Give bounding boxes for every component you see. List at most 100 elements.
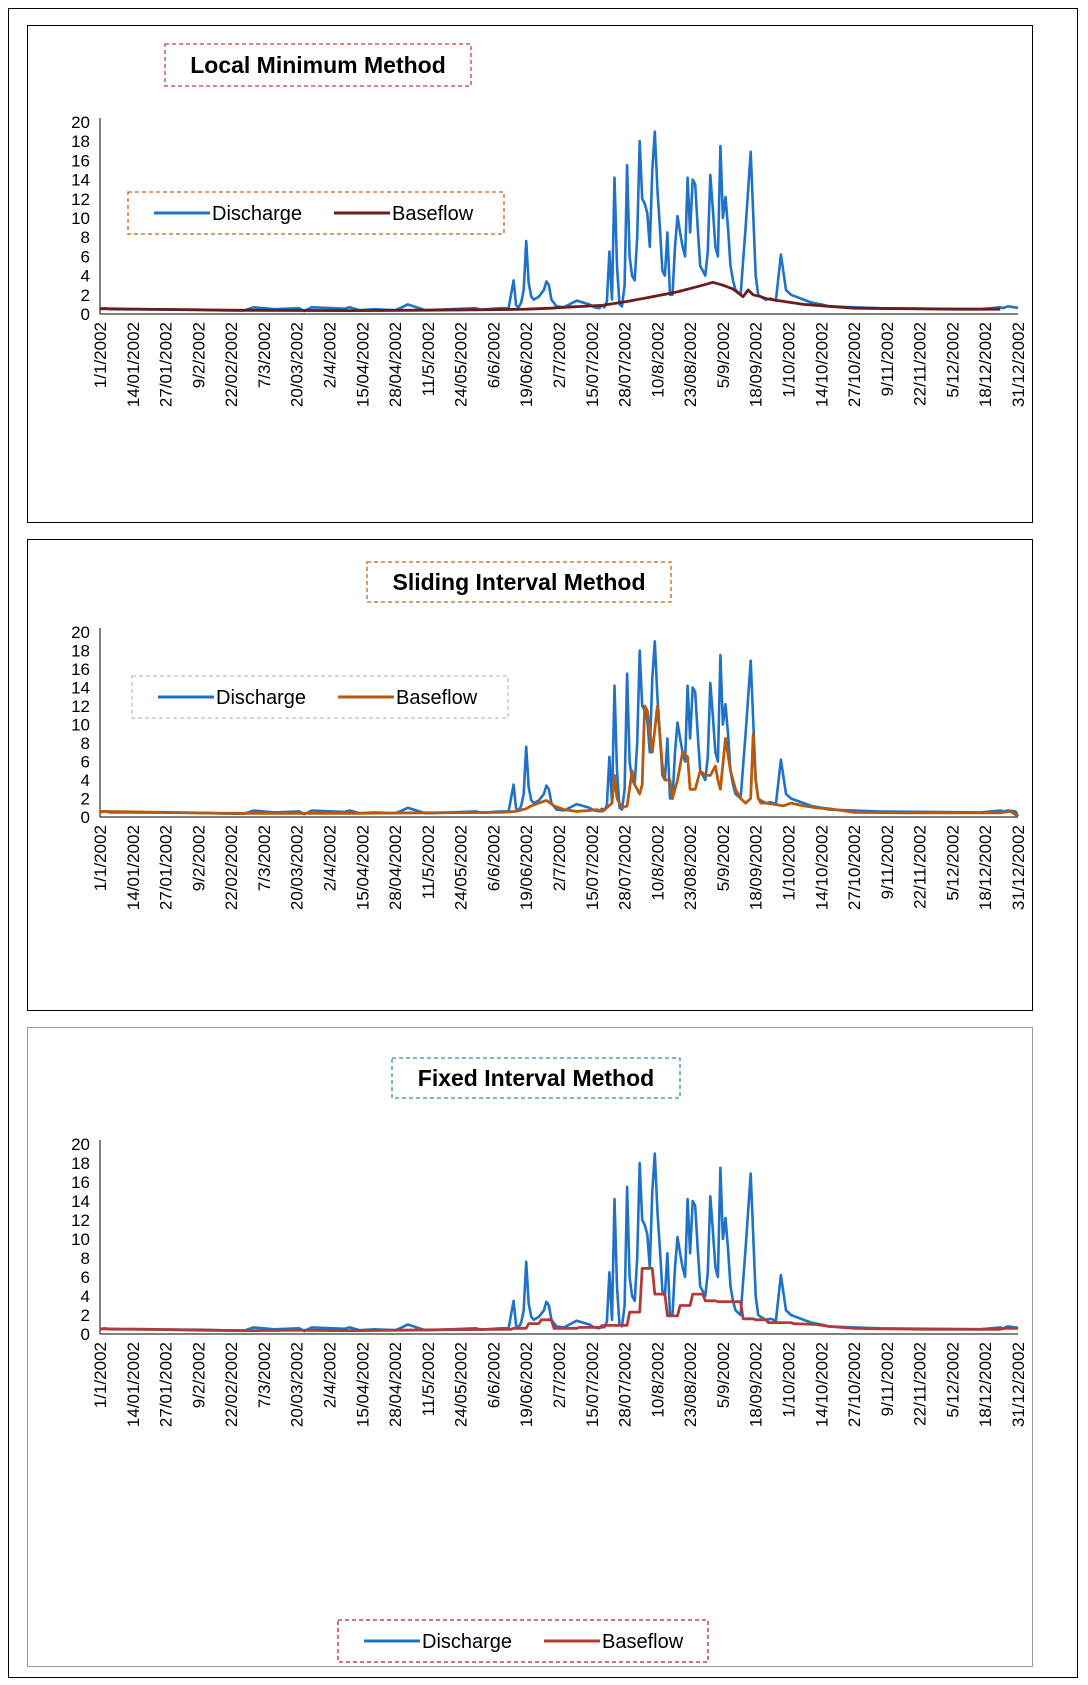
y-tick-label: 18 — [71, 642, 90, 661]
x-tick-label: 1/1/2002 — [91, 322, 110, 388]
x-tick-label: 28/04/2002 — [386, 1342, 405, 1427]
x-tick-label: 22/11/2002 — [911, 825, 930, 909]
y-tick-label: 18 — [71, 132, 90, 151]
x-tick-label: 24/05/2002 — [452, 825, 471, 910]
series-line-baseflow — [99, 280, 1001, 313]
y-tick-label: 8 — [81, 734, 90, 753]
x-tick-label: 11/5/2002 — [419, 1342, 438, 1416]
chart-title-box — [164, 43, 472, 87]
chart-title-box — [391, 1057, 681, 1099]
y-tick-label: 20 — [71, 113, 90, 132]
x-tick-label: 6/6/2002 — [484, 1342, 503, 1408]
x-tick-label: 18/09/2002 — [747, 825, 766, 910]
x-tick-label: 10/8/2002 — [648, 1342, 667, 1418]
x-tick-label: 14/01/2002 — [124, 825, 143, 910]
chart-title: Sliding Interval Method — [392, 569, 645, 595]
y-tick-label: 0 — [81, 1325, 90, 1344]
y-tick-label: 4 — [81, 1287, 90, 1306]
x-tick-label: 15/04/2002 — [353, 322, 372, 407]
x-tick-label: 28/07/2002 — [616, 825, 635, 910]
x-tick-label: 7/3/2002 — [255, 322, 274, 388]
x-tick-label: 5/12/2002 — [943, 322, 962, 398]
x-tick-label: 28/04/2002 — [386, 825, 405, 910]
x-tick-label: 27/01/2002 — [157, 322, 176, 407]
y-tick-label: 20 — [71, 1135, 90, 1154]
x-tick-label: 28/04/2002 — [386, 322, 405, 407]
x-tick-label: 18/12/2002 — [976, 1342, 995, 1427]
x-tick-label: 28/07/2002 — [616, 322, 635, 407]
x-tick-label: 27/10/2002 — [845, 825, 864, 910]
x-tick-label: 11/5/2002 — [419, 825, 438, 899]
x-tick-label: 6/6/2002 — [484, 322, 503, 388]
x-tick-label: 14/01/2002 — [124, 1342, 143, 1427]
x-tick-label: 20/03/2002 — [288, 825, 307, 910]
x-tick-label: 5/9/2002 — [714, 825, 733, 891]
x-tick-label: 28/07/2002 — [616, 1342, 635, 1427]
y-tick-label: 2 — [81, 286, 90, 305]
y-tick-label: 14 — [71, 679, 90, 698]
x-tick-label: 31/12/2002 — [1009, 1342, 1028, 1427]
chart-title: Fixed Interval Method — [418, 1065, 654, 1091]
y-tick-label: 18 — [71, 1154, 90, 1173]
x-tick-label: 31/12/2002 — [1009, 322, 1028, 407]
x-tick-label: 2/7/2002 — [550, 322, 569, 388]
x-tick-label: 14/10/2002 — [812, 1342, 831, 1427]
y-tick-label: 16 — [71, 151, 90, 170]
y-tick-label: 10 — [71, 716, 90, 735]
legend-label-discharge: Discharge — [422, 1631, 512, 1653]
x-tick-label: 9/11/2002 — [878, 322, 897, 396]
x-tick-label: 14/10/2002 — [812, 322, 831, 407]
x-tick-label: 22/11/2002 — [911, 1342, 930, 1426]
y-tick-label: 8 — [81, 1249, 90, 1268]
x-tick-label: 1/10/2002 — [780, 825, 799, 901]
y-tick-label: 0 — [81, 305, 90, 324]
y-tick-label: 10 — [71, 1230, 90, 1249]
chart-title: Local Minimum Method — [190, 52, 446, 78]
x-tick-label: 15/07/2002 — [583, 825, 602, 910]
x-tick-label: 27/10/2002 — [845, 322, 864, 407]
y-tick-label: 12 — [71, 190, 90, 209]
x-tick-label: 15/07/2002 — [583, 322, 602, 407]
y-tick-label: 12 — [71, 1211, 90, 1230]
x-tick-label: 9/2/2002 — [189, 1342, 208, 1408]
x-tick-label: 5/12/2002 — [943, 825, 962, 901]
legend-label-discharge: Discharge — [212, 203, 302, 225]
x-tick-label: 1/10/2002 — [780, 322, 799, 398]
chart-local-minimum: Local Minimum Method 0 2 4 6 8 10 12 14 16 18 20 1/1… — [27, 25, 1033, 523]
x-tick-label: 22/02/2002 — [222, 825, 241, 910]
y-tick-label: 2 — [81, 790, 90, 809]
x-tick-label: 10/8/2002 — [648, 322, 667, 398]
chart-title-box — [366, 561, 672, 603]
x-tick-label: 1/1/2002 — [91, 825, 110, 891]
x-tick-label: 22/02/2002 — [222, 1342, 241, 1427]
x-tick-label: 2/7/2002 — [550, 825, 569, 891]
y-tick-label: 12 — [71, 697, 90, 716]
legend-label-discharge: Discharge — [216, 687, 306, 709]
x-tick-label: 27/10/2002 — [845, 1342, 864, 1427]
chart-svg-sliding-interval: Sliding Interval Method02468101214161820… — [71, 561, 1028, 910]
series-line-baseflow — [99, 704, 1019, 818]
y-tick-label: 6 — [81, 1268, 90, 1287]
y-tick-label: 0 — [81, 808, 90, 827]
x-tick-label: 9/2/2002 — [189, 322, 208, 388]
x-tick-label: 10/8/2002 — [648, 825, 667, 901]
x-tick-label: 7/3/2002 — [255, 825, 274, 891]
legend-box — [127, 191, 505, 235]
x-tick-label: 7/3/2002 — [255, 1342, 274, 1408]
x-tick-label: 19/06/2002 — [517, 825, 536, 910]
x-tick-label: 1/10/2002 — [780, 1342, 799, 1418]
x-tick-label: 24/05/2002 — [452, 1342, 471, 1427]
x-tick-label: 15/04/2002 — [353, 1342, 372, 1427]
y-tick-label: 6 — [81, 247, 90, 266]
x-tick-label: 9/11/2002 — [878, 825, 897, 899]
x-tick-label: 6/6/2002 — [484, 825, 503, 891]
x-tick-label: 22/02/2002 — [222, 322, 241, 407]
legend-label-baseflow: Baseflow — [392, 203, 474, 225]
legend-label-baseflow: Baseflow — [396, 687, 478, 709]
x-tick-label: 11/5/2002 — [419, 322, 438, 396]
x-tick-label: 15/04/2002 — [353, 825, 372, 910]
x-tick-label: 24/05/2002 — [452, 322, 471, 407]
x-tick-label: 18/09/2002 — [747, 1342, 766, 1427]
